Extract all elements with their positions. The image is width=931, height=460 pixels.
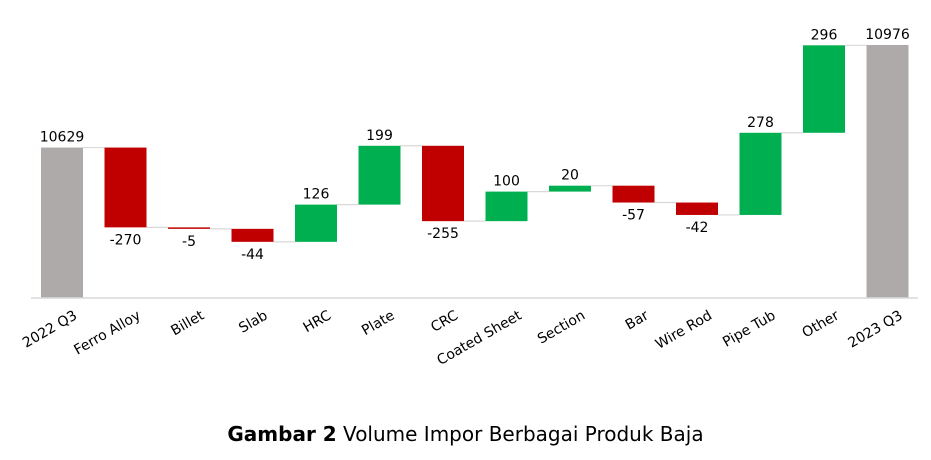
bar-section <box>549 185 591 192</box>
value-label-slab: -44 <box>241 247 264 263</box>
caption-bold: Gambar 2 <box>227 422 337 446</box>
category-label-hrc: HRC <box>301 308 335 337</box>
value-label-other: 296 <box>811 27 838 43</box>
bar-pipe-tub <box>739 132 782 215</box>
bar-bar <box>612 185 655 203</box>
bar-hrc <box>295 204 337 242</box>
category-label-ferro-alloy: Ferro Alloy <box>71 308 143 359</box>
category-label-wire-rod: Wire Rod <box>653 308 715 353</box>
value-label-pipe-tub: 278 <box>747 115 774 131</box>
value-label-hrc: 126 <box>303 187 330 203</box>
value-label-crc: -255 <box>427 226 459 242</box>
connectors <box>83 44 867 243</box>
caption-text: Volume Impor Berbagai Produk Baja <box>336 422 704 446</box>
value-label-2023-q3: 10976 <box>865 27 910 43</box>
bar-plate <box>358 145 401 205</box>
bar-wire-rod <box>676 202 718 215</box>
category-label-billet: Billet <box>168 307 207 339</box>
bar-other <box>803 45 845 133</box>
value-label-coated-sheet: 100 <box>493 174 520 190</box>
category-label-bar: Bar <box>623 307 652 333</box>
category-label-pipe-tub: Pipe Tub <box>720 308 778 351</box>
bar-2023-q3 <box>866 45 909 298</box>
bar-crc <box>422 145 464 222</box>
bar-coated-sheet <box>485 191 528 222</box>
bar-ferro-alloy <box>104 147 147 228</box>
category-label-other: Other <box>800 307 843 341</box>
value-label-section: 20 <box>561 168 579 184</box>
value-label-plate: 199 <box>366 128 393 144</box>
category-label-section: Section <box>535 308 588 348</box>
figure-caption: Gambar 2 Volume Impor Berbagai Produk Ba… <box>0 422 931 446</box>
category-label-crc: CRC <box>428 308 461 336</box>
value-labels: 10629 -270 -5 -44 126 199 -255 100 20 -57 -42 278 29… <box>40 27 910 263</box>
bar-slab <box>231 228 274 242</box>
value-label-bar: -57 <box>622 208 645 224</box>
category-label-plate: Plate <box>359 308 397 339</box>
value-label-wire-rod: -42 <box>686 220 709 236</box>
value-label-billet: -5 <box>182 234 196 250</box>
bar-billet <box>168 227 210 229</box>
category-label-2023-q3: 2023 Q3 <box>846 308 906 352</box>
value-label-2022-q3: 10629 <box>40 130 85 146</box>
bar-2022-q3 <box>41 147 83 298</box>
value-label-ferro-alloy: -270 <box>110 232 142 248</box>
waterfall-chart: 10629 -270 -5 -44 126 199 -255 100 20 -57 -42 278 29… <box>20 27 918 369</box>
bars <box>41 45 909 298</box>
category-label-slab: Slab <box>236 308 270 337</box>
